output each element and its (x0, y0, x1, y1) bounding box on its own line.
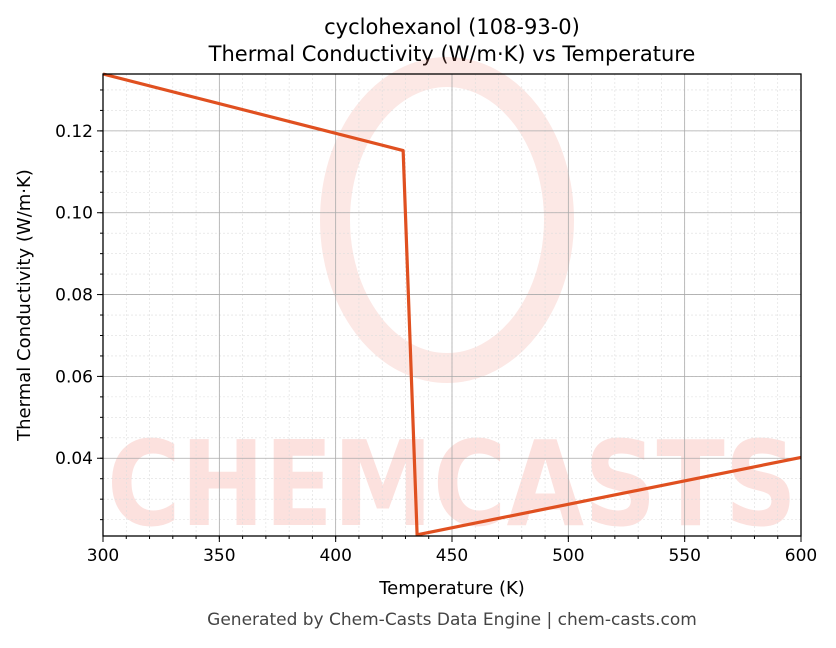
footer-credit: Generated by Chem-Casts Data Engine | ch… (207, 610, 697, 630)
x-tick-label: 350 (203, 546, 235, 566)
y-tick-label: 0.08 (55, 286, 93, 306)
x-tick-label: 300 (87, 546, 119, 566)
x-axis-label: Temperature (K) (378, 578, 525, 599)
x-tick-label: 550 (668, 546, 700, 566)
y-tick-label: 0.06 (55, 367, 93, 387)
y-axis-label: Thermal Conductivity (W/m·K) (14, 169, 35, 442)
chart-title: cyclohexanol (108-93-0) (324, 15, 580, 39)
y-tick-label: 0.04 (55, 449, 93, 469)
series-line (102, 72, 802, 537)
x-tick-label: 500 (552, 546, 584, 566)
watermark-logo-ring (320, 57, 574, 383)
x-tick-label: 600 (785, 546, 817, 566)
y-tick-label: 0.10 (55, 204, 93, 224)
y-tick-label: 0.12 (55, 122, 93, 142)
x-tick-label: 450 (436, 546, 468, 566)
chart-subtitle: Thermal Conductivity (W/m·K) vs Temperat… (208, 42, 696, 66)
x-tick-label: 400 (319, 546, 351, 566)
